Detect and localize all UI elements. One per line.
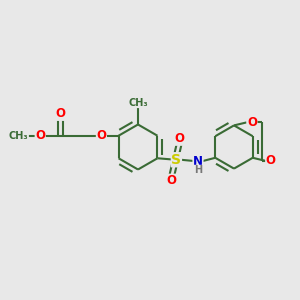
Text: S: S <box>171 153 182 167</box>
Text: O: O <box>175 132 185 145</box>
Text: O: O <box>166 174 176 187</box>
Text: O: O <box>247 116 257 129</box>
Text: H: H <box>194 165 202 175</box>
Text: O: O <box>35 129 45 142</box>
Text: N: N <box>193 155 203 168</box>
Text: CH₃: CH₃ <box>9 131 28 141</box>
Text: CH₃: CH₃ <box>128 98 148 108</box>
Text: O: O <box>55 107 65 120</box>
Text: O: O <box>96 129 106 142</box>
Text: O: O <box>266 154 276 167</box>
